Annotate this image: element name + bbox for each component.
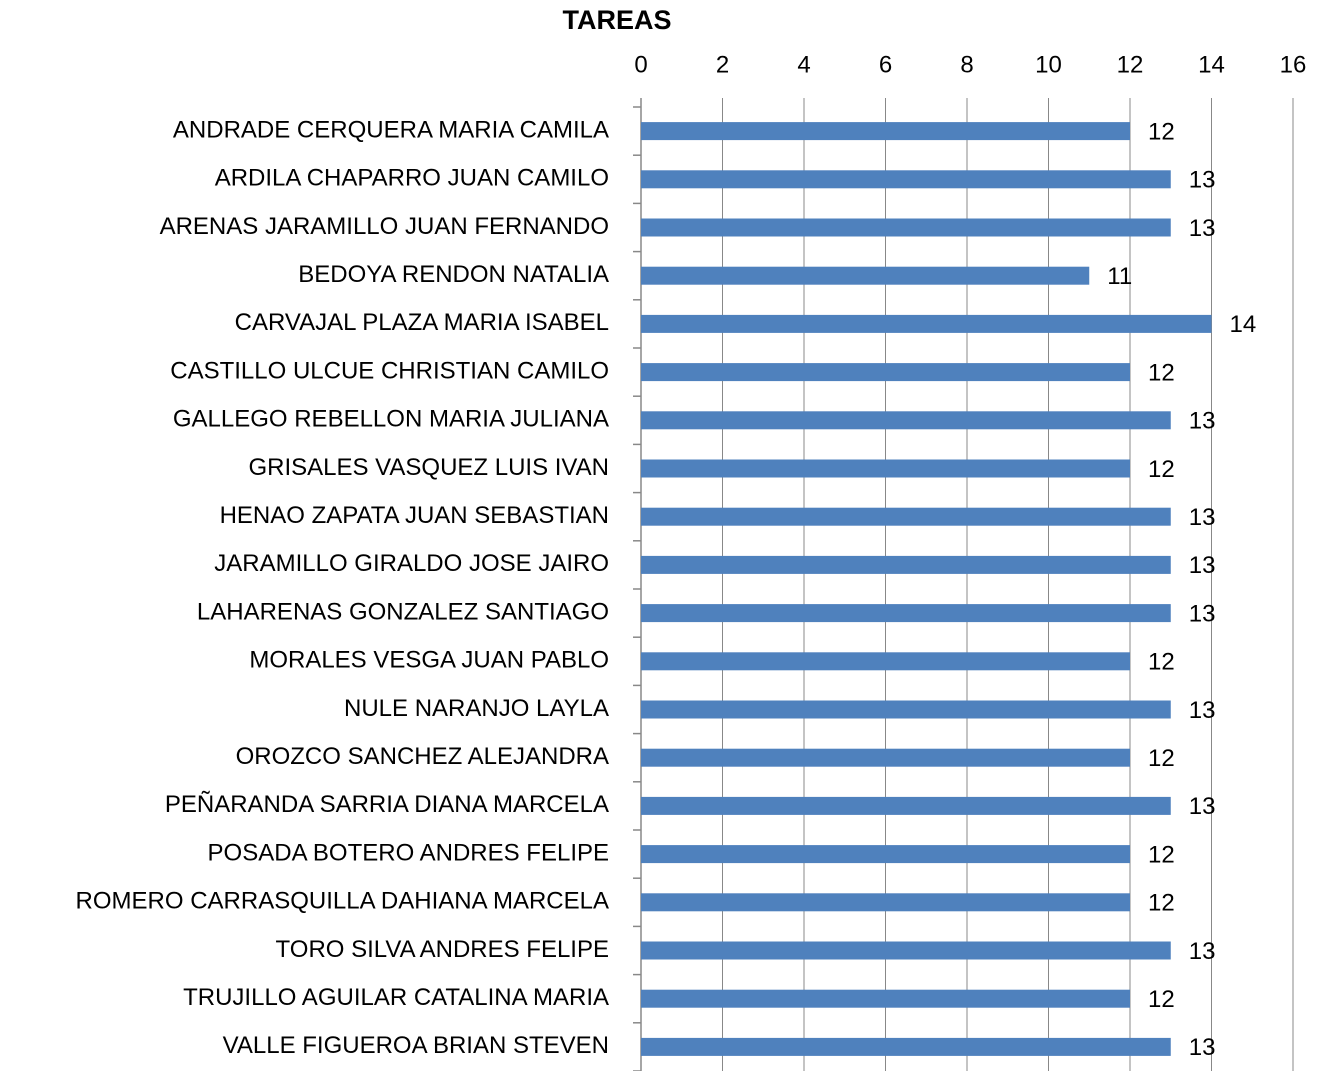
value-label: 12 (1148, 456, 1175, 483)
y-tick-label: MORALES VESGA JUAN PABLO (249, 647, 609, 674)
y-tick-label: ROMERO CARRASQUILLA DAHIANA MARCELA (76, 888, 609, 915)
y-tick-label: VALLE FIGUEROA BRIAN STEVEN (223, 1032, 609, 1059)
bar (641, 845, 1130, 864)
chart-title: TAREAS (562, 5, 671, 35)
y-tick-label: CARVAJAL PLAZA MARIA ISABEL (235, 309, 609, 336)
y-tick-label: JARAMILLO GIRALDO JOSE JAIRO (214, 550, 609, 577)
x-tick-label: 10 (1035, 51, 1062, 78)
bar (641, 748, 1130, 767)
x-tick-label: 2 (716, 51, 729, 78)
value-label: 13 (1189, 697, 1216, 724)
x-tick-label: 0 (634, 51, 647, 78)
value-label: 13 (1189, 938, 1216, 965)
bar (641, 941, 1171, 960)
y-tick-label: TORO SILVA ANDRES FELIPE (276, 936, 609, 963)
y-tick-label: ANDRADE CERQUERA MARIA CAMILA (173, 116, 609, 143)
y-tick-label: CASTILLO ULCUE CHRISTIAN CAMILO (170, 357, 609, 384)
y-tick-label: NULE NARANJO LAYLA (344, 695, 609, 722)
y-tick-label: OROZCO SANCHEZ ALEJANDRA (236, 743, 609, 770)
bar (641, 170, 1171, 189)
x-tick-label: 12 (1117, 51, 1144, 78)
y-tick-label: HENAO ZAPATA JUAN SEBASTIAN (220, 502, 609, 529)
y-tick-label: POSADA BOTERO ANDRES FELIPE (208, 839, 609, 866)
value-label: 12 (1148, 118, 1175, 145)
bar (641, 266, 1090, 285)
y-tick-label: TRUJILLO AGUILAR CATALINA MARIA (183, 984, 609, 1011)
x-tick-label: 4 (797, 51, 810, 78)
bar (641, 555, 1171, 574)
value-label: 13 (1189, 167, 1216, 194)
bar (641, 363, 1130, 382)
value-label: 14 (1230, 311, 1257, 338)
y-tick-label: ARENAS JARAMILLO JUAN FERNANDO (160, 213, 609, 240)
bar (641, 796, 1171, 815)
y-tick-label: PEÑARANDA SARRIA DIANA MARCELA (165, 791, 609, 818)
bar (641, 411, 1171, 430)
bar (641, 459, 1130, 478)
value-label: 13 (1189, 504, 1216, 531)
value-label: 13 (1189, 793, 1216, 820)
x-tick-label: 8 (960, 51, 973, 78)
y-tick-label: BEDOYA RENDON NATALIA (298, 261, 609, 288)
bar (641, 314, 1212, 333)
y-tick-label: GALLEGO REBELLON MARIA JULIANA (173, 406, 609, 433)
value-label: 12 (1148, 890, 1175, 917)
bar (641, 604, 1171, 623)
value-label: 12 (1148, 649, 1175, 676)
bar (641, 989, 1130, 1008)
value-label: 11 (1107, 263, 1132, 290)
value-label: 13 (1189, 408, 1216, 435)
value-label: 12 (1148, 986, 1175, 1013)
value-label: 13 (1189, 552, 1216, 579)
value-label: 13 (1189, 215, 1216, 242)
value-label: 13 (1189, 600, 1216, 627)
bar (641, 218, 1171, 237)
bar (641, 122, 1130, 141)
y-tick-label: ARDILA CHAPARRO JUAN CAMILO (215, 165, 609, 192)
x-tick-label: 14 (1198, 51, 1225, 78)
bar (641, 652, 1130, 671)
bar (641, 700, 1171, 719)
bar (641, 893, 1130, 912)
bar (641, 1037, 1171, 1056)
value-label: 12 (1148, 745, 1175, 772)
y-tick-label: GRISALES VASQUEZ LUIS IVAN (248, 454, 609, 481)
value-label: 12 (1148, 359, 1175, 386)
x-tick-label: 6 (879, 51, 892, 78)
bar (641, 507, 1171, 526)
x-tick-label: 16 (1280, 51, 1307, 78)
value-label: 13 (1189, 1034, 1216, 1061)
y-tick-label: LAHARENAS GONZALEZ SANTIAGO (197, 598, 609, 625)
value-label: 12 (1148, 841, 1175, 868)
